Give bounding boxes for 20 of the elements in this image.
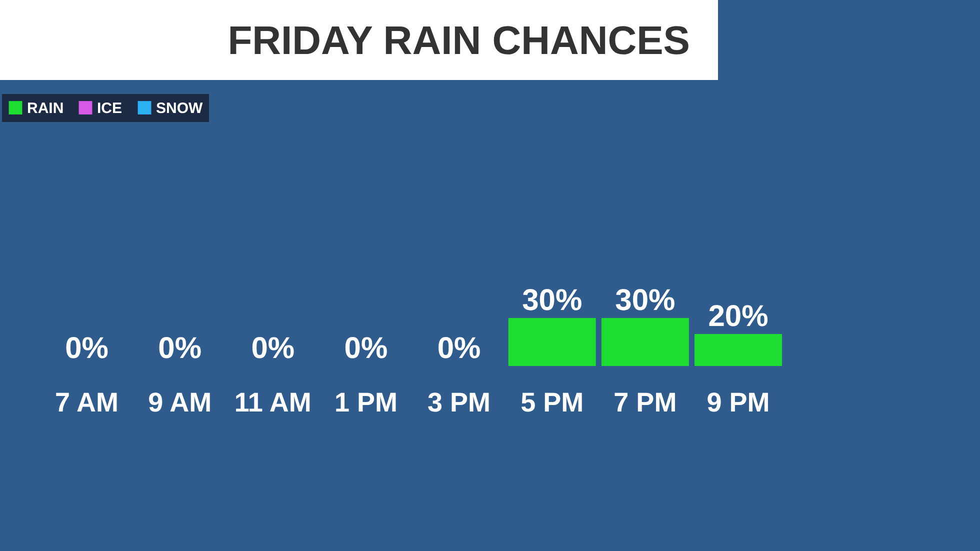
chart-title: FRIDAY RAIN CHANCES <box>228 19 690 63</box>
data-label: 0% <box>437 332 481 365</box>
x-tick-label: 5 PM <box>520 388 584 418</box>
data-label: 0% <box>158 332 202 365</box>
data-label: 0% <box>251 332 295 365</box>
data-label: 20% <box>708 300 768 333</box>
legend-label: ICE <box>97 100 122 117</box>
legend-label: RAIN <box>27 100 64 117</box>
x-tick-label: 9 PM <box>706 388 770 418</box>
data-label: 0% <box>344 332 388 365</box>
x-tick-label: 1 PM <box>334 388 398 418</box>
data-label: 0% <box>65 332 108 365</box>
x-tick-label: 7 AM <box>54 388 118 418</box>
x-tick-label: 7 PM <box>614 388 677 418</box>
x-tick-label: 9 AM <box>148 388 212 418</box>
x-tick-label: 3 PM <box>428 388 491 418</box>
data-label: 30% <box>615 284 676 317</box>
legend-label: SNOW <box>156 100 204 117</box>
x-tick-label: 11 AM <box>234 388 312 418</box>
data-label: 30% <box>522 284 582 317</box>
